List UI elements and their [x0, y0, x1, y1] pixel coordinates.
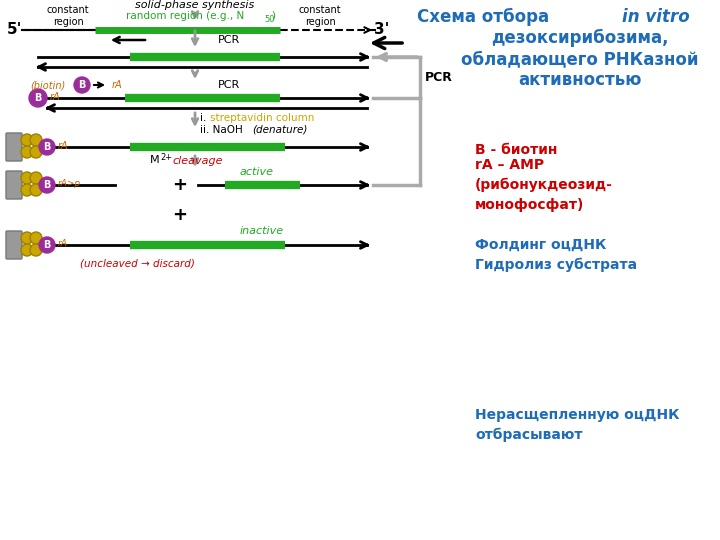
Text: rA: rA	[50, 92, 60, 102]
Text: +: +	[173, 206, 187, 224]
Circle shape	[21, 172, 33, 184]
FancyBboxPatch shape	[6, 133, 22, 161]
Text: random region (e.g., N: random region (e.g., N	[126, 11, 244, 21]
Circle shape	[21, 232, 33, 244]
Circle shape	[21, 184, 33, 196]
Text: В - биотин: В - биотин	[475, 143, 557, 157]
Text: Схема отбора: Схема отбора	[417, 8, 555, 26]
Text: rA: rA	[58, 141, 68, 151]
Text: PCR: PCR	[425, 71, 453, 84]
Text: 5': 5'	[6, 23, 22, 37]
Text: PCR: PCR	[218, 35, 240, 45]
FancyBboxPatch shape	[6, 231, 22, 259]
Text: (denature): (denature)	[252, 125, 307, 135]
Circle shape	[21, 134, 33, 146]
Text: обладающего РНКазной: обладающего РНКазной	[462, 50, 698, 68]
Text: PCR: PCR	[218, 80, 240, 90]
Text: Нерасщепленную оцДНК
отбрасывают: Нерасщепленную оцДНК отбрасывают	[475, 408, 680, 442]
Text: M: M	[150, 155, 160, 165]
Text: streptavidin column: streptavidin column	[210, 113, 315, 123]
Circle shape	[39, 237, 55, 253]
Text: B: B	[43, 240, 50, 250]
Circle shape	[39, 139, 55, 155]
Circle shape	[21, 146, 33, 158]
Text: B: B	[78, 80, 86, 90]
Text: i.: i.	[200, 113, 213, 123]
Circle shape	[39, 177, 55, 193]
Text: (biotin): (biotin)	[30, 80, 66, 90]
Text: +: +	[173, 176, 187, 194]
Circle shape	[30, 244, 42, 256]
Text: constant
region: constant region	[299, 5, 341, 27]
Text: 3': 3'	[374, 23, 390, 37]
Text: rA – АМР
(рибонукдеозид-
монофосфат): rA – АМР (рибонукдеозид- монофосфат)	[475, 158, 613, 212]
Circle shape	[30, 172, 42, 184]
Text: 2+: 2+	[160, 152, 172, 161]
Circle shape	[30, 134, 42, 146]
Circle shape	[21, 244, 33, 256]
Text: rA: rA	[58, 240, 68, 248]
Text: 50: 50	[264, 15, 274, 24]
Text: ii. NaOH: ii. NaOH	[200, 125, 246, 135]
Text: solid-phase synthesis: solid-phase synthesis	[135, 0, 255, 10]
Circle shape	[30, 184, 42, 196]
Text: in vitro: in vitro	[622, 8, 690, 26]
Circle shape	[74, 77, 90, 93]
Text: B: B	[35, 93, 42, 103]
Text: inactive: inactive	[240, 226, 284, 236]
FancyBboxPatch shape	[6, 171, 22, 199]
Text: constant
region: constant region	[47, 5, 89, 27]
Text: Фолдинг оцДНК
Гидролиз субстрата: Фолдинг оцДНК Гидролиз субстрата	[475, 238, 637, 272]
Circle shape	[30, 232, 42, 244]
Text: дезоксирибозима,: дезоксирибозима,	[491, 29, 669, 47]
Text: (uncleaved → discard): (uncleaved → discard)	[80, 258, 195, 268]
Text: B: B	[43, 180, 50, 190]
Text: cleavage: cleavage	[172, 156, 222, 166]
Text: ): )	[271, 11, 275, 21]
Text: active: active	[240, 167, 274, 177]
Circle shape	[29, 89, 47, 107]
Text: активностью: активностью	[518, 71, 642, 89]
Text: rA: rA	[112, 80, 122, 90]
Text: B: B	[43, 142, 50, 152]
Text: rA>p: rA>p	[58, 179, 81, 188]
Circle shape	[30, 146, 42, 158]
